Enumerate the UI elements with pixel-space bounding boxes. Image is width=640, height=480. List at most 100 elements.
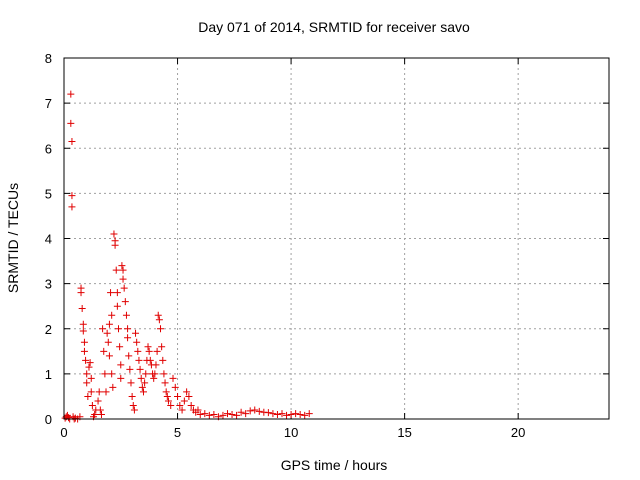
data-point <box>110 230 118 238</box>
data-point <box>160 370 168 378</box>
data-point <box>84 392 92 400</box>
x-tick-label: 0 <box>60 425 67 440</box>
data-point <box>95 388 103 396</box>
data-point <box>118 262 126 270</box>
data-point <box>94 397 102 405</box>
y-tick-labels: 0 1 2 3 4 5 6 7 8 <box>45 51 52 427</box>
data-point <box>125 352 133 360</box>
data-point <box>104 338 112 346</box>
data-point <box>138 383 146 391</box>
data-point <box>142 370 150 378</box>
data-point <box>126 365 134 373</box>
data-point <box>251 406 259 414</box>
data-point <box>129 401 137 409</box>
data-point <box>111 241 119 249</box>
plot-frame <box>63 57 610 420</box>
data-point <box>139 388 147 396</box>
data-point <box>80 338 88 346</box>
data-point <box>269 410 277 418</box>
data-point <box>105 320 113 328</box>
data-point <box>174 392 182 400</box>
data-point <box>185 392 193 400</box>
data-point <box>228 410 236 418</box>
data-point <box>242 410 250 418</box>
y-tick-label: 5 <box>45 186 52 201</box>
data-point <box>246 407 254 415</box>
data-point <box>194 406 202 414</box>
x-tick-label: 15 <box>397 425 411 440</box>
grid <box>64 58 609 419</box>
data-point <box>79 327 87 335</box>
data-point <box>68 192 76 200</box>
data-point <box>99 325 107 333</box>
data-point <box>68 137 76 145</box>
data-point <box>113 289 121 297</box>
data-point <box>164 397 172 405</box>
data-points <box>61 90 313 423</box>
y-tick-label: 8 <box>45 51 52 66</box>
data-point <box>171 383 179 391</box>
data-point <box>67 119 75 127</box>
data-point <box>155 316 163 324</box>
data-point <box>121 298 129 306</box>
data-point <box>133 338 141 346</box>
data-point <box>137 374 145 382</box>
data-point <box>224 410 231 418</box>
y-tick-label: 0 <box>45 412 52 427</box>
data-point <box>113 302 121 310</box>
data-point <box>255 407 263 415</box>
data-point <box>119 266 127 274</box>
chart-title: Day 071 of 2014, SRMTID for receiver sav… <box>198 19 470 35</box>
y-axis-label: SRMTID / TECUs <box>5 183 21 293</box>
data-point <box>132 329 140 337</box>
data-point <box>158 343 166 351</box>
data-point <box>130 406 138 414</box>
data-point <box>117 374 125 382</box>
y-tick-label: 7 <box>45 96 52 111</box>
data-point <box>107 289 115 297</box>
data-point <box>134 347 142 355</box>
data-point <box>100 347 108 355</box>
data-point <box>145 347 153 355</box>
data-point <box>183 388 191 396</box>
data-point <box>161 379 169 387</box>
data-point <box>167 401 175 409</box>
data-point <box>83 379 91 387</box>
data-point <box>108 311 116 319</box>
data-point <box>150 374 158 382</box>
data-point <box>153 347 161 355</box>
data-point <box>178 406 186 414</box>
data-point <box>233 411 241 419</box>
data-point <box>219 411 227 419</box>
data-point <box>135 356 143 364</box>
data-point <box>86 359 94 367</box>
data-point <box>91 410 99 418</box>
x-axis-label: GPS time / hours <box>281 457 388 473</box>
data-point <box>169 374 177 382</box>
data-point <box>196 410 204 418</box>
data-point <box>119 275 127 283</box>
data-point <box>176 401 184 409</box>
data-point <box>301 411 309 419</box>
data-point <box>82 356 90 364</box>
data-point <box>85 363 93 371</box>
data-point <box>108 370 116 378</box>
data-point <box>146 356 154 364</box>
data-point <box>109 383 117 391</box>
data-point <box>163 392 171 400</box>
data-point <box>154 311 162 319</box>
data-point <box>88 401 96 409</box>
data-point <box>124 334 132 342</box>
data-point <box>112 266 120 274</box>
data-point <box>296 410 304 418</box>
data-point <box>97 410 105 418</box>
data-point <box>210 410 218 418</box>
data-point <box>105 352 113 360</box>
data-point <box>68 203 76 211</box>
x-tick-labels: 0 5 10 15 20 <box>60 425 525 440</box>
data-point <box>237 408 245 416</box>
data-point <box>292 410 300 418</box>
data-point <box>103 329 111 337</box>
data-point <box>187 401 195 409</box>
x-tick-label: 10 <box>284 425 298 440</box>
